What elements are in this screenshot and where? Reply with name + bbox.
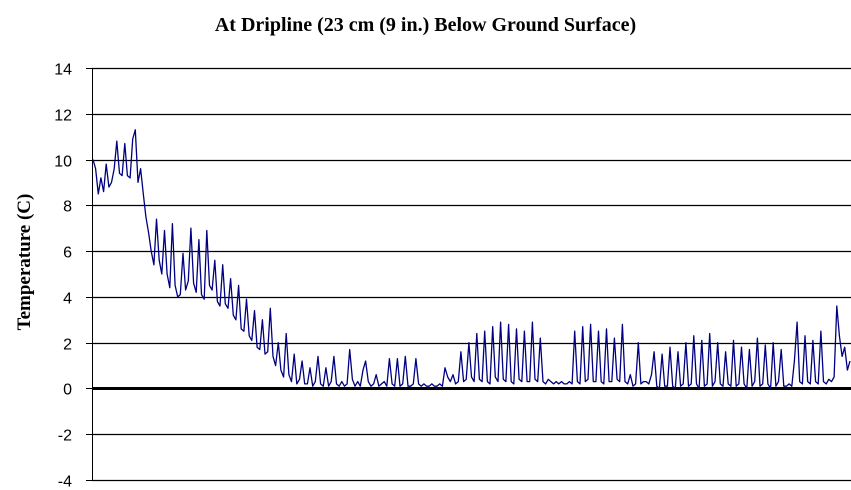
y-tick-label: 4 [63, 291, 72, 308]
series-line-0 [92, 129, 851, 390]
y-tick-label: -2 [58, 428, 72, 445]
y-axis [86, 68, 93, 481]
y-tick-label: 8 [63, 199, 72, 216]
gridlines [92, 67, 851, 482]
y-tick-label: 0 [63, 382, 72, 399]
y-tick-label: -4 [58, 474, 72, 490]
y-tick-label: 2 [63, 337, 72, 354]
y-tick-label: 12 [54, 108, 72, 125]
y-tick-label: 14 [54, 62, 72, 79]
series-layer [92, 129, 851, 390]
y-axis-label: Temperature (C) [14, 194, 35, 331]
y-tick-labels: -4 -2 0 2 4 6 8 10 12 14 [54, 62, 72, 490]
y-tick-label: 6 [63, 245, 72, 262]
chart-title: At Dripline (23 cm (9 in.) Below Ground … [214, 14, 637, 36]
y-tick-label: 10 [54, 154, 72, 171]
